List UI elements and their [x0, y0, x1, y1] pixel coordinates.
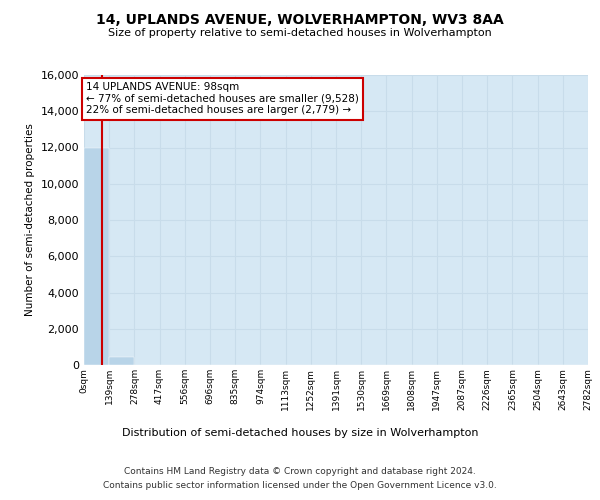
Text: Contains HM Land Registry data © Crown copyright and database right 2024.: Contains HM Land Registry data © Crown c… [124, 468, 476, 476]
Text: Contains public sector information licensed under the Open Government Licence v3: Contains public sector information licen… [103, 481, 497, 490]
Bar [84, 148, 109, 365]
Text: 14 UPLANDS AVENUE: 98sqm
← 77% of semi-detached houses are smaller (9,528)
22% o: 14 UPLANDS AVENUE: 98sqm ← 77% of semi-d… [86, 82, 359, 116]
Text: Size of property relative to semi-detached houses in Wolverhampton: Size of property relative to semi-detach… [108, 28, 492, 38]
Text: 14, UPLANDS AVENUE, WOLVERHAMPTON, WV3 8AA: 14, UPLANDS AVENUE, WOLVERHAMPTON, WV3 8… [96, 12, 504, 26]
Text: Distribution of semi-detached houses by size in Wolverhampton: Distribution of semi-detached houses by … [122, 428, 478, 438]
Y-axis label: Number of semi-detached properties: Number of semi-detached properties [25, 124, 35, 316]
Bar [109, 357, 134, 365]
